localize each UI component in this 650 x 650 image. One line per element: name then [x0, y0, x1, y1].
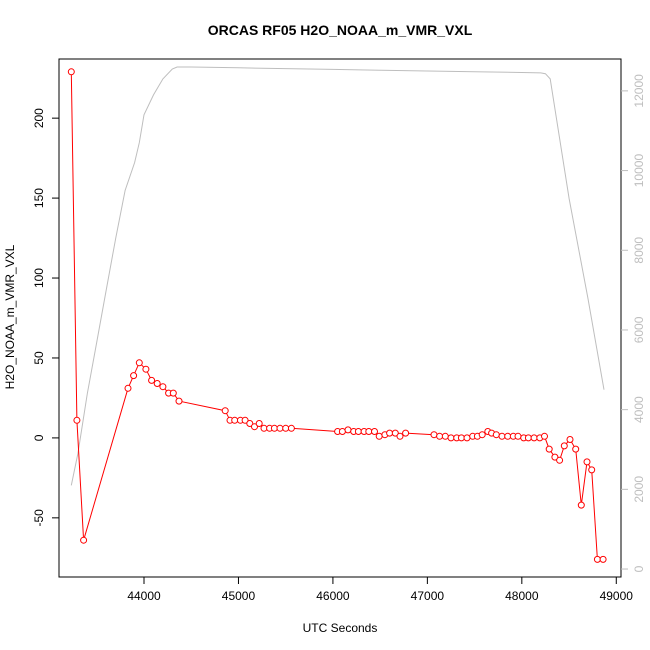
data-point — [530, 434, 538, 442]
data-point — [572, 445, 580, 453]
data-point — [371, 428, 378, 435]
data-point — [175, 397, 183, 405]
y-tick-label: 150 — [32, 188, 46, 208]
x-tick-label: 46000 — [316, 589, 350, 603]
data-point — [593, 555, 601, 563]
data-point — [478, 431, 486, 439]
data-point — [354, 428, 362, 435]
data-point — [246, 420, 254, 427]
data-point — [67, 68, 75, 76]
data-point — [241, 416, 249, 424]
data-point — [566, 436, 574, 443]
y-tick-label: 0 — [32, 434, 46, 441]
data-point — [545, 445, 553, 453]
data-point — [124, 384, 132, 392]
data-point — [430, 431, 438, 439]
plot-frame — [58, 58, 622, 578]
data-point — [130, 372, 138, 380]
data-point — [142, 365, 150, 373]
data-point — [441, 432, 449, 440]
y-axis-label: H2O_NOAA_m_VMR_VXL — [3, 244, 17, 389]
data-point — [447, 434, 455, 442]
series-secondary — [70, 66, 605, 486]
x-tick-label: 45000 — [222, 589, 256, 603]
series-primary-line — [70, 71, 604, 560]
y-tick-label: 100 — [32, 268, 46, 288]
y-tick-label: 200 — [32, 108, 46, 128]
x-tick-label: 48000 — [505, 589, 539, 603]
data-point — [577, 501, 585, 509]
data-point — [231, 416, 239, 424]
data-point — [436, 432, 444, 440]
series-primary — [67, 68, 607, 563]
data-point — [255, 420, 263, 427]
x-tick-label: 47000 — [411, 589, 445, 603]
data-point — [599, 555, 607, 563]
data-point — [282, 424, 290, 432]
data-point — [221, 407, 229, 415]
y2-tick-label: 2000 — [632, 476, 646, 503]
data-point — [560, 442, 568, 450]
y-axis-right: 0 2000 4000 6000 8000 10000 12000 — [621, 74, 646, 572]
x-tick-label: 49000 — [600, 589, 634, 603]
y2-tick-label: 6000 — [632, 316, 646, 343]
y2-tick-label: 8000 — [632, 237, 646, 264]
data-point — [498, 432, 506, 440]
y2-tick-label: 0 — [632, 565, 646, 572]
y2-tick-label: 10000 — [632, 154, 646, 188]
data-point — [159, 383, 167, 391]
data-point — [148, 376, 156, 384]
y-tick-label: -50 — [32, 509, 46, 527]
y-axis-left: -50 0 50 100 150 200 — [32, 108, 59, 527]
data-point — [514, 432, 522, 440]
data-point — [169, 389, 177, 397]
data-point — [541, 432, 548, 440]
data-point — [135, 359, 143, 367]
data-point — [73, 416, 81, 424]
data-point — [391, 429, 399, 437]
data-point — [276, 424, 284, 432]
data-point — [524, 434, 532, 442]
data-point — [287, 424, 295, 432]
data-point — [365, 428, 373, 435]
data-point — [588, 466, 596, 474]
data-point — [556, 456, 564, 464]
data-point — [338, 428, 346, 435]
y2-tick-label: 12000 — [632, 74, 646, 108]
data-point — [251, 423, 258, 431]
data-point — [551, 453, 559, 461]
data-point — [375, 432, 383, 440]
data-point — [402, 429, 410, 437]
x-tick-label: 44000 — [127, 589, 161, 603]
data-point — [492, 431, 500, 439]
data-point — [80, 536, 88, 544]
chart-title: ORCAS RF05 H2O_NOAA_m_VMR_VXL — [208, 22, 473, 38]
data-point — [344, 426, 352, 434]
x-axis-label: UTC Seconds — [303, 621, 378, 635]
data-point — [153, 380, 161, 387]
data-point — [463, 434, 471, 442]
x-axis: 44000 45000 46000 47000 48000 49000 — [127, 577, 633, 603]
data-point — [583, 458, 591, 466]
y2-tick-label: 4000 — [632, 396, 646, 423]
data-point — [396, 432, 404, 440]
data-point — [386, 429, 394, 437]
series-secondary-line — [70, 66, 605, 486]
y-tick-label: 50 — [32, 351, 46, 365]
